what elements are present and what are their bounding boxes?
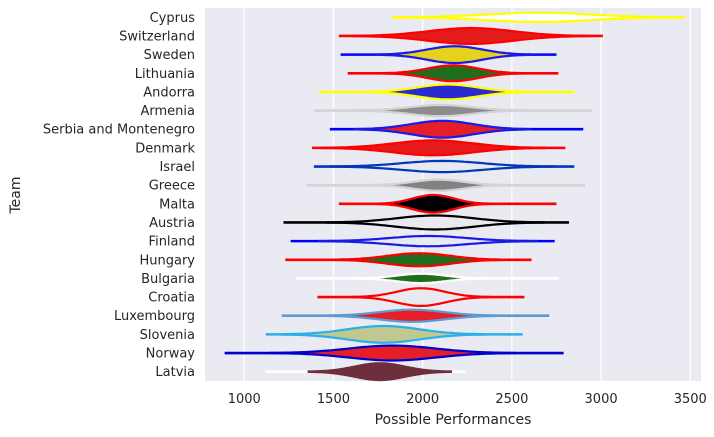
violin-body <box>391 11 686 24</box>
violin-israel <box>313 159 575 174</box>
x-tick-label: 1000 <box>228 392 261 407</box>
y-tick-label: Norway <box>146 347 196 362</box>
x-tick-label: 2500 <box>495 392 528 407</box>
y-tick-label: Lithuania <box>135 67 195 82</box>
violin-body <box>375 45 534 65</box>
violin-bulgaria <box>295 272 559 285</box>
y-tick-label: Latvia <box>155 365 195 380</box>
violin-luxembourg <box>281 308 550 323</box>
violin-body <box>307 362 453 382</box>
y-tick-label: Andorra <box>143 85 195 100</box>
y-tick-label: Croatia <box>148 291 195 306</box>
y-tick-label: Switzerland <box>119 29 195 44</box>
violin-body <box>352 272 490 285</box>
violin-norway <box>224 344 564 362</box>
violin-finland <box>290 234 555 248</box>
y-tick-label: Malta <box>159 197 195 212</box>
y-tick-label: Denmark <box>135 141 195 156</box>
x-tick-label: 3500 <box>674 392 707 407</box>
violin-body <box>280 324 487 344</box>
y-tick-label: Austria <box>149 216 195 231</box>
violin-body <box>329 159 556 174</box>
y-tick-label: Israel <box>159 160 195 175</box>
violin-latvia <box>265 362 466 382</box>
violin-body <box>325 214 545 231</box>
violin-body <box>351 26 591 45</box>
x-tick-label: 3000 <box>585 392 618 407</box>
y-tick-label: Luxembourg <box>114 309 195 324</box>
y-tick-label: Slovenia <box>140 328 195 343</box>
violin-malta <box>338 193 557 214</box>
y-tick-label: Cyprus <box>150 11 196 26</box>
violin-switzerland <box>338 26 603 45</box>
violin-cyprus <box>391 11 686 24</box>
y-tick-label: Serbia and Montenegro <box>43 123 195 138</box>
violin-armenia <box>313 103 593 118</box>
violin-body <box>374 193 493 214</box>
violin-body <box>366 178 511 192</box>
y-tick-label: Greece <box>149 179 195 194</box>
violin-croatia <box>317 287 525 307</box>
violin-body <box>380 64 526 83</box>
violin-slovenia <box>265 324 523 344</box>
y-tick-label: Finland <box>149 235 195 250</box>
violin-austria <box>283 214 569 231</box>
violin-denmark <box>312 139 566 157</box>
y-tick-label: Sweden <box>144 48 195 63</box>
violin-body <box>352 287 490 307</box>
violins <box>224 11 686 382</box>
violin-body <box>318 234 538 248</box>
violin-andorra <box>319 83 575 101</box>
violin-serbia-and-montenegro <box>329 119 584 139</box>
violin-greece <box>306 178 586 192</box>
violin-body <box>351 103 530 118</box>
violin-lithuania <box>347 64 559 83</box>
violin-body <box>319 308 505 323</box>
x-axis-title: Possible Performances <box>375 412 532 428</box>
violin-body <box>329 252 509 268</box>
x-tick-label: 2000 <box>406 392 439 407</box>
x-tick-labels: 1000 1500 2000 2500 3000 3500 <box>228 392 707 407</box>
y-tick-labels: Cyprus Switzerland Sweden Lithuania Andorra A… <box>43 11 196 380</box>
y-axis-title: Team <box>8 176 24 214</box>
violin-body <box>361 83 534 101</box>
y-tick-label: Armenia <box>141 104 196 119</box>
violin-sweden <box>340 45 557 65</box>
x-tick-label: 1500 <box>317 392 350 407</box>
violin-body <box>269 344 516 362</box>
violin-body <box>353 119 532 139</box>
y-tick-label: Bulgaria <box>141 272 195 287</box>
y-tick-label: Hungary <box>139 253 195 268</box>
violin-body <box>320 139 547 157</box>
violin-hungary <box>285 252 532 268</box>
